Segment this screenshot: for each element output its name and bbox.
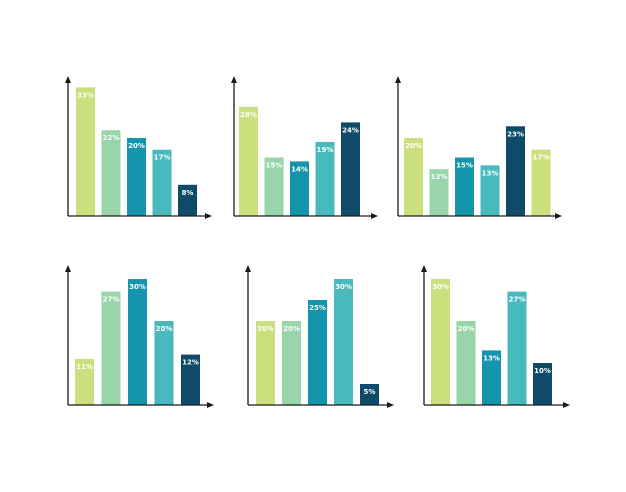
bar [431,279,450,405]
bar-chart-2: 28% 15% 14% 19% 24% [231,76,378,219]
bar-value-label: 30% [335,283,352,291]
bar [480,165,500,216]
x-axis-arrow-icon [387,402,394,408]
bar [533,363,552,405]
bar-value-label: 14% [291,165,308,173]
bar-value-label: 13% [482,169,499,177]
bar-chart-3: 20% 12% 15% 13% 23% 17% [395,76,562,219]
bar-value-label: 8% [182,189,194,197]
bar [531,149,551,216]
bar-value-label: 28% [240,111,257,119]
y-axis-arrow-icon [65,265,71,272]
bar [308,300,327,405]
bar-chart-5: 20% 20% 25% 30% 5% [245,265,394,408]
y-axis-arrow-icon [245,265,251,272]
bar-value-label: 20% [405,142,422,150]
bar-value-label: 24% [342,126,359,134]
y-axis-arrow-icon [421,265,427,272]
bar [290,161,309,216]
x-axis-arrow-icon [563,402,570,408]
bar-value-label: 20% [283,325,300,333]
bar [456,321,476,405]
bar-value-label: 20% [156,325,173,333]
bar-value-label: 30% [129,283,146,291]
bar-value-label: 12% [182,359,199,367]
bar [404,138,423,216]
bar [128,279,147,405]
x-axis-arrow-icon [205,213,212,219]
bar-value-label: 5% [364,388,376,396]
bar-value-label: 19% [317,146,334,154]
bar [181,354,200,405]
bar-value-label: 30% [432,283,449,291]
y-axis-arrow-icon [65,76,71,83]
bar [341,122,360,216]
bar [154,321,174,405]
y-axis-arrow-icon [231,76,237,83]
bar-value-label: 22% [103,134,120,142]
bar [76,87,95,216]
bar-value-label: 27% [103,296,120,304]
bar [239,106,258,216]
bar [264,157,284,216]
bar-value-label: 15% [266,162,283,170]
bar-value-label: 27% [509,296,526,304]
y-axis-arrow-icon [395,76,401,83]
bar [482,350,501,405]
x-axis-arrow-icon [555,213,562,219]
bar-value-label: 17% [533,154,550,162]
bar [101,130,121,216]
bar-value-label: 20% [128,142,145,150]
bar [282,321,301,405]
bar-value-label: 23% [507,130,524,138]
bar-value-label: 12% [431,173,448,181]
bar-value-label: 33% [77,91,94,99]
bar [360,384,379,405]
bar-value-label: 11% [76,363,93,371]
x-axis-arrow-icon [207,402,214,408]
bar [507,291,527,405]
bar [455,157,474,216]
bar [429,169,449,216]
bar-chart-4: 11% 27% 30% 20% 12% [65,265,214,408]
bar [152,149,172,216]
bar [506,126,525,216]
bar-value-label: 15% [456,162,473,170]
bar-value-label: 10% [534,367,551,375]
bar [127,138,146,216]
bar-value-label: 25% [309,304,326,312]
bar [178,184,197,216]
bar [315,141,335,216]
bar [101,291,121,405]
bar-value-label: 17% [154,154,171,162]
bar-value-label: 20% [458,325,475,333]
x-axis-arrow-icon [371,213,378,219]
bar [334,279,353,405]
bar-chart-1: 33% 22% 20% 17% 8% [65,76,212,219]
bar [256,321,275,405]
bar-value-label: 20% [257,325,274,333]
bar-value-label: 13% [483,354,500,362]
bar-chart-6: 30% 20% 13% 27% 10% [421,265,570,408]
bar [75,358,94,405]
